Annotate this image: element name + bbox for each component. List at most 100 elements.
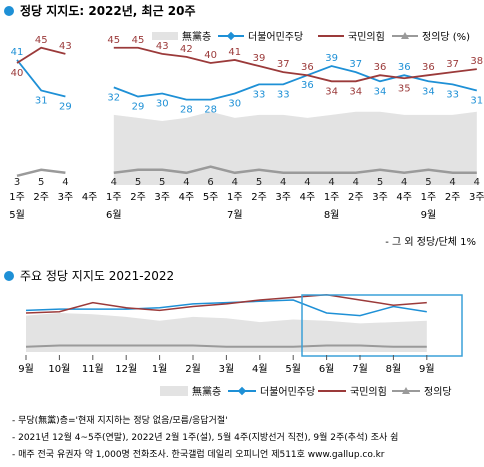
legend-label: 국민의힘 xyxy=(348,31,385,43)
ppp-value-label: 42 xyxy=(180,44,193,55)
ppp-line xyxy=(113,46,477,83)
month-label: 7월 xyxy=(227,209,243,221)
x-tick-label: 4주 xyxy=(179,192,195,203)
ppp-value-label: 36 xyxy=(374,62,387,73)
recent-20-weeks-highlight-box xyxy=(301,294,463,357)
x-tick-label: 2월 xyxy=(185,363,201,375)
top-legend: 無黨층 더불어민주당 국민의힘 정의당 (%) xyxy=(152,30,470,43)
x-tick-label: 7월 xyxy=(352,363,368,375)
legend-swatch-nonpartisan xyxy=(160,386,188,396)
footnote-1: - 무당(無黨)층='현재 지지하는 정당 없음/모름/응답거절' xyxy=(12,414,228,426)
x-tick-label: 6월 xyxy=(319,363,335,375)
justice-value-label: 4 xyxy=(328,177,334,188)
footnote-3: - 매주 전국 유권자 약 1,000명 전화조사. 한국갤럽 데일리 오피니언… xyxy=(12,448,385,460)
minjoo-value-label: 39 xyxy=(325,53,338,64)
x-tick-label: 3주 xyxy=(58,192,74,203)
minjoo-value-label: 36 xyxy=(301,80,314,91)
minjoo-value-label: 29 xyxy=(59,102,72,113)
nonpartisan-area-segment xyxy=(113,111,477,185)
minjoo-value-label: 34 xyxy=(422,86,435,97)
diamond-marker-icon xyxy=(237,386,247,396)
x-tick-label: 1주 xyxy=(227,192,243,203)
diamond-marker-icon xyxy=(226,31,236,41)
x-tick-label: 3주 xyxy=(372,192,388,203)
legend-swatch-nonpartisan xyxy=(152,32,178,40)
ppp-value-label: 45 xyxy=(35,35,48,46)
ppp-value-label: 38 xyxy=(470,56,483,67)
x-tick-label: 1주 xyxy=(421,192,437,203)
minjoo-value-label: 34 xyxy=(374,86,387,97)
title-bullet-icon xyxy=(4,271,14,281)
justice-value-label: 4 xyxy=(353,177,359,188)
minjoo-value-label: 30 xyxy=(156,99,169,110)
x-axis: 1주 2주 3주 4주 1주 2주 3주 4주 5주 1주 2주 3주 4주 1주 2주 3주 4주 1주 2주 3주… xyxy=(9,192,484,221)
bottom-chart: 주요 정당 지지도 2021-2022 9월 10월 11월 12월 1월 2월 3월 4월 5… xyxy=(4,269,463,398)
ppp-value-label: 43 xyxy=(59,41,72,52)
minjoo-value-label: 28 xyxy=(204,105,217,116)
nonpartisan-area xyxy=(26,313,427,352)
x-tick-label: 3주 xyxy=(154,192,170,203)
justice-value-label: 4 xyxy=(449,177,455,188)
ppp-value-label: 35 xyxy=(398,83,411,94)
bottom-legend: 無黨층 더불어민주당 국민의힘 정의당 xyxy=(160,385,452,398)
ppp-value-label: 37 xyxy=(277,59,290,70)
legend-label: 無黨층 xyxy=(192,385,221,398)
ppp-line xyxy=(16,46,66,64)
justice-value-label: 4 xyxy=(232,177,238,188)
series-lines xyxy=(25,294,427,348)
month-label: 9월 xyxy=(421,209,437,221)
series-lines xyxy=(16,46,478,178)
justice-value-label: 5 xyxy=(425,177,431,188)
justice-value-label: 4 xyxy=(304,177,310,188)
ppp-line xyxy=(25,294,427,314)
triangle-marker-icon xyxy=(402,387,410,394)
ppp-value-label: 45 xyxy=(132,35,145,46)
minjoo-value-label: 33 xyxy=(277,89,290,100)
justice-line xyxy=(113,165,477,175)
x-tick-label: 1주 xyxy=(106,192,122,203)
minjoo-value-label: 30 xyxy=(228,99,241,110)
ppp-value-label: 43 xyxy=(156,41,169,52)
ppp-value-label: 34 xyxy=(325,86,338,97)
ppp-value-label: 34 xyxy=(349,86,362,97)
legend-label: 정의당 (%) xyxy=(422,31,470,43)
minjoo-value-label: 37 xyxy=(349,59,362,70)
justice-value-label: 5 xyxy=(135,177,141,188)
x-tick-label: 1주 xyxy=(324,192,340,203)
x-tick-label: 1월 xyxy=(152,363,168,375)
title-bullet-icon xyxy=(4,6,14,16)
nonpartisan-area xyxy=(113,111,477,185)
x-tick-label: 2주 xyxy=(348,192,364,203)
top-chart: 정당 지지도: 2022년, 최근 20주 無黨층 더불어민주당 국민의힘 정의당 (… xyxy=(4,3,484,248)
x-tick-label: 5월 xyxy=(285,363,301,375)
footnotes: - 무당(無黨)층='현재 지지하는 정당 없음/모름/응답거절' - 2021… xyxy=(12,414,398,460)
x-tick-label: 5주 xyxy=(203,192,219,203)
x-tick-label: 4주 xyxy=(300,192,316,203)
justice-value-label: 5 xyxy=(256,177,262,188)
minjoo-value-label: 32 xyxy=(107,92,120,103)
minjoo-value-label: 31 xyxy=(470,95,483,106)
legend-label: 국민의힘 xyxy=(350,386,387,398)
x-tick-label: 2주 xyxy=(251,192,267,203)
x-tick-label: 1주 xyxy=(9,192,25,203)
triangle-marker-icon xyxy=(401,32,409,39)
ppp-value-label: 39 xyxy=(253,53,266,64)
ppp-value-label: 41 xyxy=(228,47,241,58)
x-tick-label: 4주 xyxy=(396,192,412,203)
ppp-value-label: 36 xyxy=(422,62,435,73)
minjoo-value-label: 31 xyxy=(35,95,48,106)
justice-line xyxy=(25,344,427,348)
minjoo-line xyxy=(113,65,478,101)
justice-value-label: 6 xyxy=(207,177,213,188)
x-tick-label: 2주 xyxy=(130,192,146,203)
justice-value-label: 5 xyxy=(159,177,165,188)
justice-value-label: 3 xyxy=(14,177,20,188)
justice-line xyxy=(16,168,66,178)
x-tick-label: 4월 xyxy=(252,363,268,375)
nonpartisan-area-segment xyxy=(26,313,427,352)
justice-value-label: 5 xyxy=(377,177,383,188)
bottom-chart-title: 주요 정당 지지도 2021-2022 xyxy=(20,269,174,283)
justice-value-label: 4 xyxy=(183,177,189,188)
ppp-value-label: 37 xyxy=(446,59,459,70)
